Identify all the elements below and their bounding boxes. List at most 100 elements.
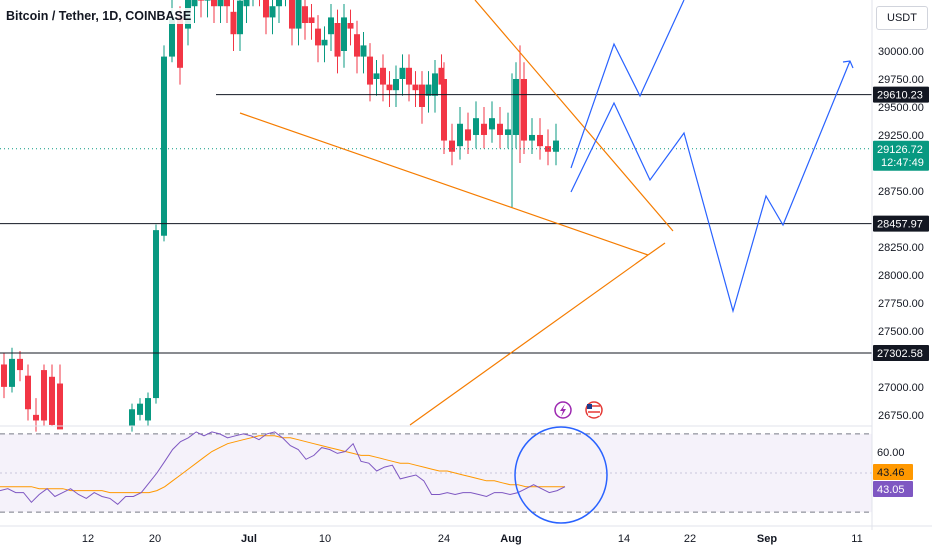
candle-body <box>449 140 455 152</box>
candle-body <box>521 78 527 141</box>
flash-icon[interactable] <box>554 401 572 419</box>
candle-body <box>308 17 315 24</box>
price-tick-label: 26750.00 <box>878 410 924 422</box>
candle-body <box>334 23 341 57</box>
events-layer[interactable] <box>554 401 603 419</box>
candle-body <box>161 56 167 236</box>
candle-body <box>57 383 63 430</box>
candle-body <box>9 358 15 387</box>
price-tick-label: 28000.00 <box>878 270 924 282</box>
time-tick-label: Sep <box>757 533 777 545</box>
candle-body <box>204 0 211 1</box>
candle-body <box>276 0 282 7</box>
candle-body <box>263 0 269 18</box>
flag-icon-canton <box>587 404 592 409</box>
candle-body <box>367 56 373 85</box>
level-price-label: 28457.97 <box>877 219 923 231</box>
candle-body <box>224 0 230 7</box>
candle-body <box>438 67 445 85</box>
level-price-tag <box>873 86 929 103</box>
price-tick-label: 29250.00 <box>878 130 924 142</box>
trendline-extension[interactable] <box>409 254 649 426</box>
candle-body <box>169 17 175 57</box>
candle-body <box>347 23 354 29</box>
level-price-label: 27302.58 <box>877 348 923 360</box>
candle-body <box>41 370 47 421</box>
candle-body <box>386 84 393 91</box>
candle-body <box>153 230 159 399</box>
projection-path-upper[interactable] <box>570 0 685 169</box>
candle-body <box>432 73 438 96</box>
candle-body <box>553 140 559 152</box>
time-tick-label: 10 <box>319 533 331 545</box>
candle-body <box>465 129 471 141</box>
candle-body <box>17 358 23 371</box>
candle-body <box>49 376 55 425</box>
candle-body <box>237 0 243 35</box>
rsi-tick-label: 43.05 <box>877 484 905 496</box>
flash-icon-bolt <box>560 404 566 417</box>
candle-body <box>25 375 31 410</box>
candle-body <box>441 78 447 141</box>
candle-body <box>191 0 198 7</box>
rsi-line <box>0 431 566 505</box>
currency-button[interactable]: USDT <box>876 6 928 30</box>
candle-body <box>211 0 217 7</box>
trendline-lower[interactable] <box>239 112 649 256</box>
price-tick-label: 28250.00 <box>878 242 924 254</box>
rsi-value-tag <box>873 464 913 480</box>
candle-body <box>137 403 143 415</box>
candle-body <box>177 17 183 68</box>
price-tick-label: 28750.00 <box>878 186 924 198</box>
drawings-layer[interactable] <box>239 0 854 426</box>
price-tick-label: 29750.00 <box>878 74 924 86</box>
candle-body <box>321 39 328 46</box>
candle-body <box>1 364 7 387</box>
highlight-circle[interactable] <box>514 426 608 524</box>
us-flag-icon[interactable] <box>585 401 603 419</box>
rsi-pane[interactable] <box>0 425 872 524</box>
time-axis[interactable]: 12 20 Jul 10 24 Aug 14 22 Sep 11 <box>0 525 932 545</box>
price-tick-label: 27000.00 <box>878 382 924 394</box>
candle-body <box>537 134 543 147</box>
candle-body <box>425 84 432 96</box>
candle-body <box>302 6 308 24</box>
projection-path-lower[interactable] <box>570 60 851 314</box>
countdown-label: 12:47:49 <box>881 157 924 169</box>
current-price-label: 29126.72 <box>877 144 923 156</box>
current-price-tag <box>873 140 929 171</box>
rsi-tick-label: 43.46 <box>877 467 905 479</box>
price-tick-label: 27750.00 <box>878 298 924 310</box>
time-tick-label: 22 <box>684 533 696 545</box>
trendline-upper[interactable] <box>474 0 674 232</box>
candle-body <box>473 118 479 135</box>
candle-body <box>269 6 276 18</box>
candle-body <box>373 73 380 79</box>
trendline-apex[interactable] <box>647 242 666 256</box>
projection-arrowhead <box>842 60 854 69</box>
candles-layer <box>1 0 559 432</box>
candle-body <box>399 67 406 79</box>
candle-body <box>513 78 519 135</box>
candle-body <box>243 0 250 7</box>
candle-body <box>230 11 237 35</box>
candle-body <box>33 414 39 421</box>
candle-body <box>419 84 425 107</box>
price-tick-label: 29500.00 <box>878 102 924 114</box>
candle-body <box>315 28 321 46</box>
candle-body <box>217 0 224 7</box>
candle-body <box>393 78 399 91</box>
symbol-title[interactable]: Bitcoin / Tether, 1D, COINBASE <box>4 8 194 24</box>
candle-body <box>145 398 151 421</box>
candle-body <box>529 134 535 141</box>
time-tick-label: 20 <box>149 533 161 545</box>
time-tick-label: Jul <box>241 533 257 545</box>
price-axis[interactable]: 30000.00 29750.00 29500.00 29250.00 28750.00… <box>871 0 932 550</box>
candle-body <box>289 0 295 29</box>
candle-body <box>198 0 204 1</box>
candle-body <box>380 67 386 85</box>
candle-body <box>481 123 487 135</box>
candle-body <box>129 409 135 427</box>
